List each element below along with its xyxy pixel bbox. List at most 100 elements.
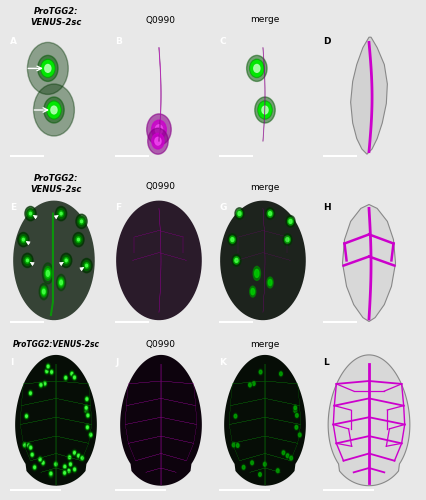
Circle shape xyxy=(30,446,32,449)
Circle shape xyxy=(39,458,41,460)
Circle shape xyxy=(278,370,282,377)
Circle shape xyxy=(28,210,33,216)
Circle shape xyxy=(235,442,239,448)
Polygon shape xyxy=(15,355,97,486)
Circle shape xyxy=(288,220,291,224)
Circle shape xyxy=(258,472,261,476)
Circle shape xyxy=(285,454,288,458)
Circle shape xyxy=(281,450,285,456)
Text: J: J xyxy=(115,358,118,367)
Circle shape xyxy=(69,463,71,466)
Circle shape xyxy=(37,56,58,82)
Circle shape xyxy=(81,258,92,273)
Circle shape xyxy=(39,382,42,387)
Circle shape xyxy=(23,256,31,266)
Text: C: C xyxy=(219,37,225,46)
Polygon shape xyxy=(220,200,305,320)
Circle shape xyxy=(68,470,69,472)
Ellipse shape xyxy=(250,288,254,295)
Circle shape xyxy=(81,456,83,460)
Circle shape xyxy=(297,432,301,438)
Circle shape xyxy=(258,369,262,375)
Circle shape xyxy=(42,462,44,464)
Text: Q0990: Q0990 xyxy=(146,16,176,24)
Circle shape xyxy=(50,472,52,474)
Polygon shape xyxy=(350,37,386,154)
Text: merge: merge xyxy=(250,340,279,349)
Circle shape xyxy=(23,443,26,447)
Circle shape xyxy=(26,259,29,262)
Circle shape xyxy=(46,363,51,370)
Circle shape xyxy=(64,466,66,468)
Circle shape xyxy=(257,472,262,478)
Circle shape xyxy=(250,461,253,464)
Circle shape xyxy=(59,210,63,216)
Circle shape xyxy=(147,114,171,145)
Circle shape xyxy=(49,472,52,476)
Circle shape xyxy=(275,468,279,474)
Circle shape xyxy=(230,238,233,242)
Text: L: L xyxy=(322,358,328,367)
Circle shape xyxy=(86,426,88,428)
Circle shape xyxy=(47,366,49,368)
Circle shape xyxy=(41,460,44,465)
Circle shape xyxy=(45,64,51,72)
Ellipse shape xyxy=(249,286,255,297)
Circle shape xyxy=(20,234,27,244)
Circle shape xyxy=(76,236,81,242)
Circle shape xyxy=(57,208,65,218)
Circle shape xyxy=(292,404,297,411)
Polygon shape xyxy=(120,355,201,486)
Circle shape xyxy=(155,125,162,134)
Circle shape xyxy=(279,372,282,376)
Circle shape xyxy=(263,462,265,466)
Circle shape xyxy=(232,443,234,447)
Circle shape xyxy=(84,262,89,268)
Circle shape xyxy=(233,257,239,264)
Circle shape xyxy=(55,463,57,466)
Circle shape xyxy=(53,460,58,468)
Circle shape xyxy=(252,382,254,386)
Circle shape xyxy=(284,236,290,243)
Circle shape xyxy=(288,455,293,462)
Ellipse shape xyxy=(42,263,53,284)
Polygon shape xyxy=(224,355,305,486)
Circle shape xyxy=(85,408,88,412)
Circle shape xyxy=(43,97,64,123)
Circle shape xyxy=(25,258,30,264)
Circle shape xyxy=(282,451,284,454)
Circle shape xyxy=(28,444,29,446)
Circle shape xyxy=(234,208,244,220)
Circle shape xyxy=(85,264,87,267)
Circle shape xyxy=(26,415,27,418)
Circle shape xyxy=(151,120,166,139)
Circle shape xyxy=(285,452,289,459)
Circle shape xyxy=(248,383,250,387)
Circle shape xyxy=(83,407,89,414)
Ellipse shape xyxy=(40,286,47,297)
Text: I: I xyxy=(10,358,14,367)
Circle shape xyxy=(48,471,53,478)
Circle shape xyxy=(294,412,298,418)
Circle shape xyxy=(262,461,266,468)
Circle shape xyxy=(33,465,36,469)
Circle shape xyxy=(285,238,288,242)
Circle shape xyxy=(55,206,66,221)
Circle shape xyxy=(83,260,90,270)
Circle shape xyxy=(85,424,90,431)
Circle shape xyxy=(73,467,76,471)
Circle shape xyxy=(38,457,42,462)
Circle shape xyxy=(86,413,89,418)
Circle shape xyxy=(67,468,70,473)
Circle shape xyxy=(229,236,235,243)
Circle shape xyxy=(86,425,89,430)
Circle shape xyxy=(29,446,32,450)
Circle shape xyxy=(77,238,79,241)
Ellipse shape xyxy=(44,266,52,280)
Circle shape xyxy=(85,406,87,409)
Circle shape xyxy=(40,60,55,78)
Circle shape xyxy=(74,468,75,470)
Circle shape xyxy=(40,384,42,386)
Circle shape xyxy=(69,370,74,378)
Circle shape xyxy=(261,106,268,114)
